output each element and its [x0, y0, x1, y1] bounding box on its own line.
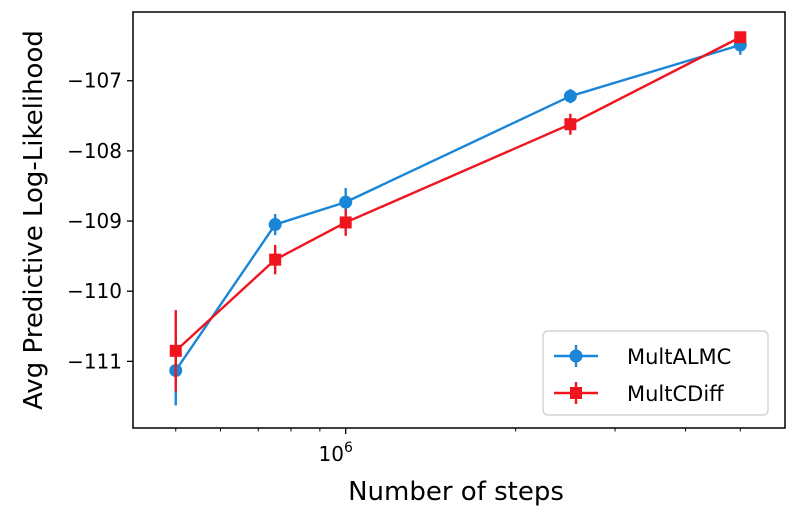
legend-marker [569, 349, 583, 363]
x-tick-label: 106 [319, 440, 353, 466]
y-tick-label: −109 [67, 209, 122, 233]
y-axis-title: Avg Predictive Log-Likelihood [19, 30, 49, 410]
legend-marker [570, 387, 582, 399]
data-point [269, 253, 282, 266]
legend-entry: MultALMC [554, 345, 731, 369]
data-point [563, 89, 577, 103]
y-tick-label: −110 [67, 279, 122, 303]
data-point [169, 344, 182, 357]
plot-frame [132, 11, 786, 429]
x-axis-title: Number of steps [348, 477, 564, 507]
legend-entry: MultCDiff [554, 382, 724, 406]
series-layer [169, 31, 747, 406]
data-point [564, 118, 577, 131]
x-tick-label-exponent: 6 [344, 440, 353, 456]
y-tick-label: −108 [67, 139, 122, 163]
legend-frame [542, 330, 769, 416]
x-tick-label-base: 10 [319, 442, 344, 466]
series-line [174, 36, 741, 352]
legend-entries: MultALMC MultCDiff [554, 345, 731, 406]
data-point [339, 195, 353, 209]
legend-label: MultALMC [627, 345, 731, 369]
ticks-layer: −111 −110 −109 −108 −107 106 [67, 69, 741, 466]
y-tick-label: −111 [67, 349, 122, 373]
legend: MultALMC MultCDiff [542, 330, 769, 416]
y-tick-label: −107 [67, 69, 122, 93]
series-MultCDiff [169, 31, 747, 392]
data-point [268, 218, 282, 232]
legend-label: MultCDiff [627, 382, 724, 406]
series-line [174, 43, 741, 372]
data-point [734, 31, 747, 44]
data-point [339, 216, 352, 229]
